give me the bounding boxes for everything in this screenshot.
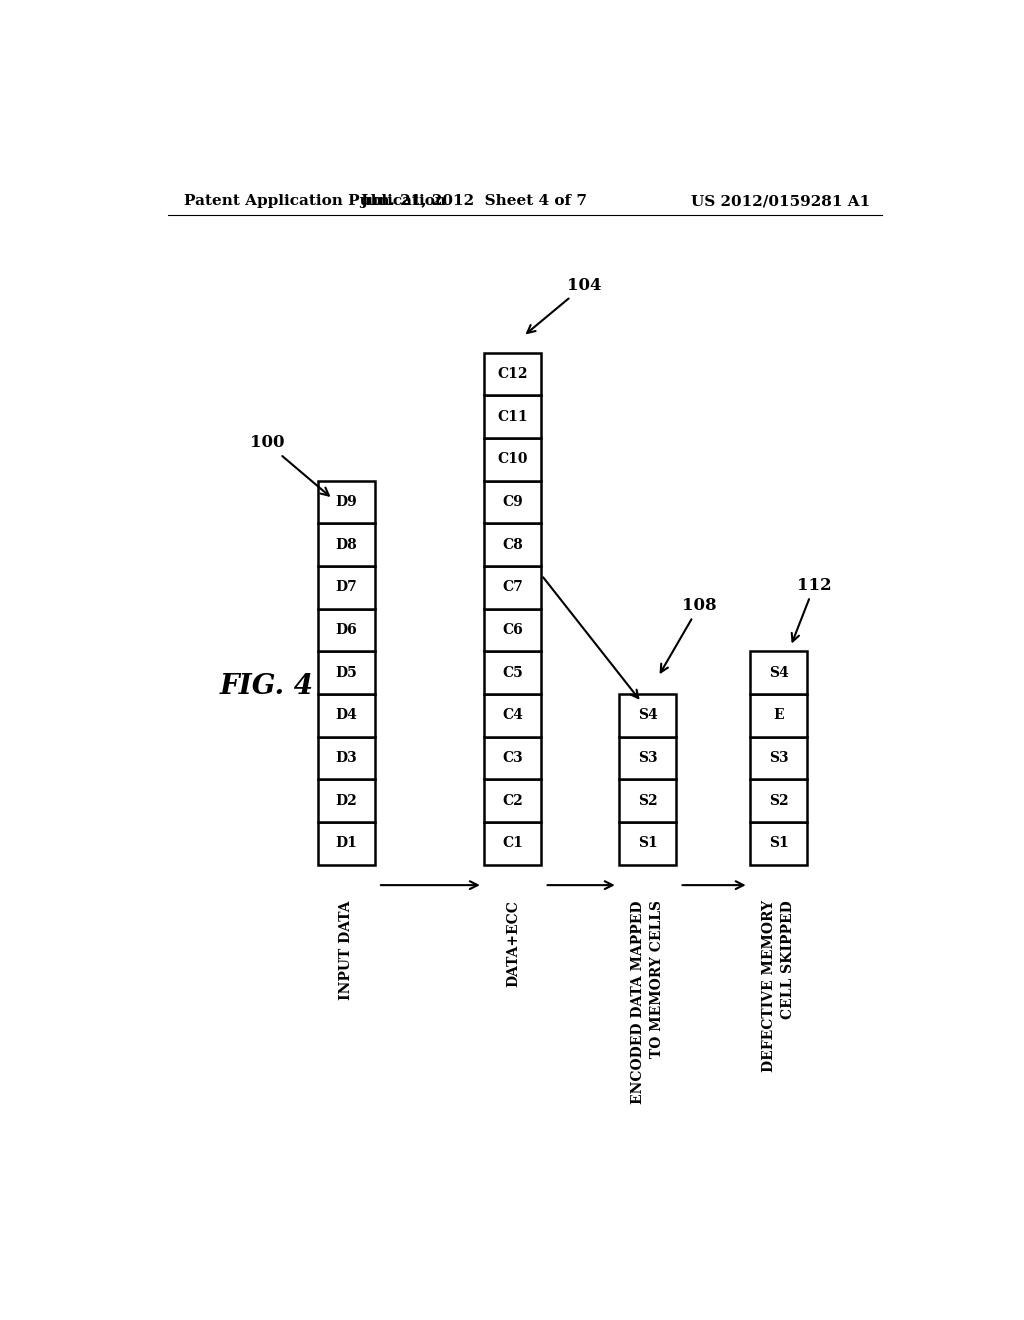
Text: D6: D6	[336, 623, 357, 638]
Bar	[484, 395, 542, 438]
Text: FIG. 4: FIG. 4	[220, 673, 314, 701]
Bar	[484, 651, 542, 694]
Bar	[484, 779, 542, 822]
Text: Patent Application Publication: Patent Application Publication	[183, 194, 445, 209]
Text: 100: 100	[250, 434, 329, 495]
Text: S3: S3	[638, 751, 657, 766]
Bar	[484, 609, 542, 651]
Text: C1: C1	[503, 837, 523, 850]
Text: ENCODED DATA MAPPED: ENCODED DATA MAPPED	[631, 900, 645, 1104]
Text: S1: S1	[638, 837, 657, 850]
Text: S2: S2	[769, 793, 788, 808]
Bar	[484, 566, 542, 609]
Text: C4: C4	[503, 709, 523, 722]
Text: 108: 108	[660, 597, 717, 672]
Text: DATA+ECC: DATA+ECC	[506, 900, 520, 987]
Bar	[484, 822, 542, 865]
Bar	[317, 480, 375, 523]
Text: S4: S4	[769, 665, 788, 680]
Text: DEFECTIVE MEMORY: DEFECTIVE MEMORY	[762, 900, 776, 1072]
Bar	[317, 566, 375, 609]
Text: C7: C7	[503, 581, 523, 594]
Bar	[484, 352, 542, 395]
Bar	[317, 822, 375, 865]
Text: US 2012/0159281 A1: US 2012/0159281 A1	[691, 194, 870, 209]
Text: TO MEMORY CELLS: TO MEMORY CELLS	[650, 900, 665, 1059]
Text: S1: S1	[769, 837, 788, 850]
Bar	[620, 822, 677, 865]
Text: S3: S3	[769, 751, 788, 766]
Text: E: E	[773, 709, 784, 722]
Text: Jun. 21, 2012  Sheet 4 of 7: Jun. 21, 2012 Sheet 4 of 7	[359, 194, 587, 209]
Text: C8: C8	[503, 537, 523, 552]
Bar	[751, 779, 807, 822]
Text: D1: D1	[335, 837, 357, 850]
Bar	[751, 737, 807, 779]
Text: C2: C2	[503, 793, 523, 808]
Bar	[317, 737, 375, 779]
Text: C12: C12	[498, 367, 528, 381]
Text: D7: D7	[336, 581, 357, 594]
Text: 112: 112	[792, 577, 831, 642]
Bar	[620, 779, 677, 822]
Bar	[317, 779, 375, 822]
Bar	[484, 480, 542, 523]
Bar	[317, 609, 375, 651]
Bar	[751, 694, 807, 737]
Text: D9: D9	[336, 495, 357, 510]
Text: D2: D2	[336, 793, 357, 808]
Text: C11: C11	[498, 409, 528, 424]
Text: INPUT DATA: INPUT DATA	[339, 900, 353, 999]
Text: D3: D3	[336, 751, 357, 766]
Text: S2: S2	[638, 793, 657, 808]
Bar	[620, 737, 677, 779]
Text: D5: D5	[336, 665, 357, 680]
Bar	[317, 651, 375, 694]
Bar	[484, 737, 542, 779]
Text: D4: D4	[335, 709, 357, 722]
Text: S4: S4	[638, 709, 657, 722]
Text: C10: C10	[498, 453, 528, 466]
Text: 104: 104	[527, 277, 601, 333]
Bar	[751, 822, 807, 865]
Bar	[484, 694, 542, 737]
Text: C9: C9	[503, 495, 523, 510]
Bar	[317, 523, 375, 566]
Bar	[484, 523, 542, 566]
Bar	[484, 438, 542, 480]
Bar	[751, 651, 807, 694]
Text: C3: C3	[503, 751, 523, 766]
Text: C6: C6	[503, 623, 523, 638]
Text: C5: C5	[503, 665, 523, 680]
Bar	[317, 694, 375, 737]
Text: CELL SKIPPED: CELL SKIPPED	[781, 900, 796, 1019]
Text: D8: D8	[336, 537, 357, 552]
Bar	[620, 694, 677, 737]
